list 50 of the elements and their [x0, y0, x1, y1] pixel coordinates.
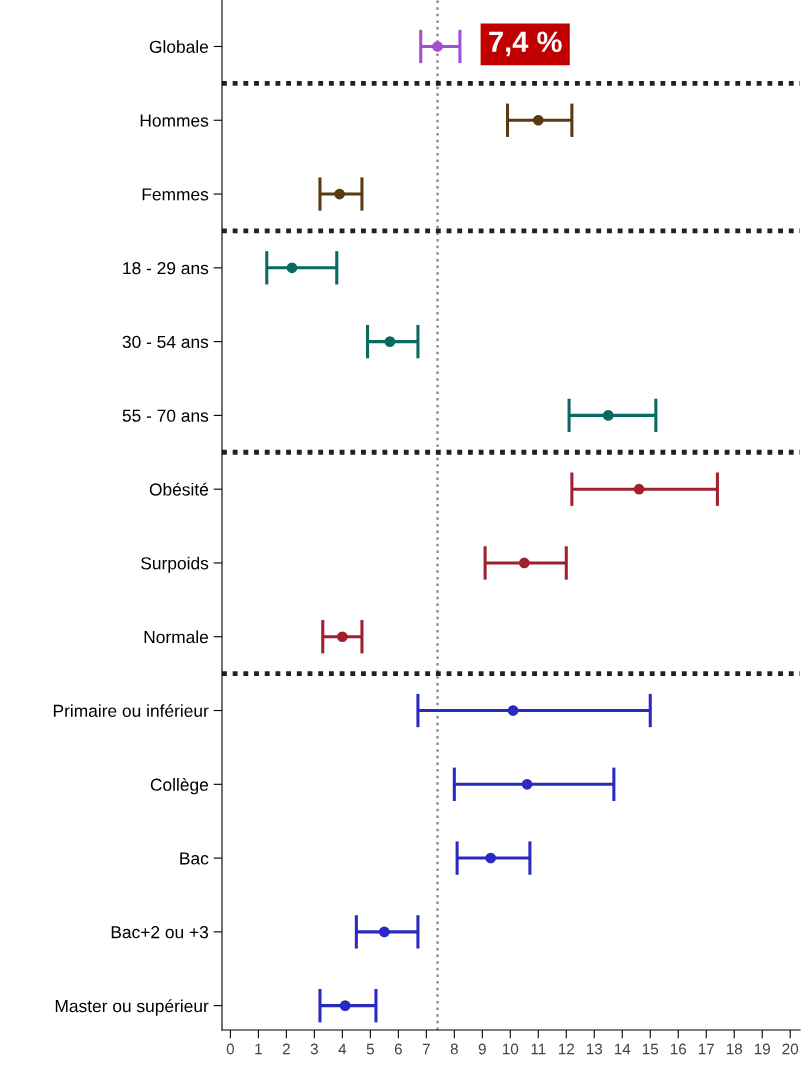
- x-tick-label: 10: [502, 1043, 519, 1055]
- ref-line-label: 7,4 %: [489, 31, 562, 57]
- x-tick-label: 6: [394, 1043, 402, 1055]
- x-tick-label: 1: [255, 1043, 262, 1055]
- x-tick-label: 13: [586, 1043, 603, 1055]
- y-tick-label: Collège: [150, 777, 209, 795]
- y-tick-label: 18 - 29 ans: [123, 262, 209, 275]
- x-tick-label: 0: [226, 1043, 235, 1055]
- x-tick-label: 11: [531, 1043, 546, 1055]
- point: [337, 631, 348, 643]
- point: [633, 483, 645, 495]
- x-tick-label: 7: [422, 1043, 430, 1055]
- x-tick-label: 5: [366, 1043, 374, 1055]
- x-tick-label: 19: [754, 1043, 770, 1055]
- x-tick-label: 9: [478, 1043, 486, 1055]
- x-tick-label: 3: [310, 1043, 318, 1055]
- y-tick-label: Surpoids: [141, 556, 209, 573]
- x-tick-label: 18: [726, 1043, 743, 1055]
- point: [286, 262, 298, 274]
- x-tick-label: 20: [782, 1043, 799, 1055]
- y-tick-label: Primaire ou inférieur: [53, 704, 209, 717]
- point: [334, 188, 345, 200]
- x-tick-label: 12: [558, 1043, 575, 1055]
- y-tick-label: Bac+2 ou +3: [111, 926, 209, 939]
- x-tick-label: 14: [614, 1043, 631, 1055]
- point: [521, 778, 533, 790]
- y-tick-label: Obésité: [149, 482, 209, 496]
- point: [339, 1000, 351, 1012]
- point: [507, 705, 519, 716]
- point: [518, 557, 530, 569]
- x-tick-label: 4: [338, 1043, 347, 1055]
- y-tick-label: Hommes: [140, 114, 209, 127]
- y-tick-label: Bac: [180, 852, 209, 865]
- point: [432, 41, 443, 52]
- point: [378, 926, 390, 938]
- point: [384, 336, 396, 347]
- y-tick-label: 30 - 54 ans: [122, 335, 209, 349]
- x-tick-label: 2: [282, 1043, 290, 1055]
- y-tick-label: Globale: [149, 40, 209, 53]
- y-tick-label: Femmes: [142, 188, 209, 201]
- y-tick-label: 55 - 70 ans: [122, 409, 209, 422]
- x-tick-label: 8: [450, 1043, 458, 1055]
- y-tick-label: Normale: [144, 630, 209, 644]
- x-tick-label: 17: [698, 1043, 714, 1055]
- y-tick-label: Master ou supérieur: [55, 999, 209, 1016]
- point: [485, 852, 497, 864]
- x-tick-label: 15: [642, 1043, 659, 1055]
- x-tick-label: 16: [670, 1043, 687, 1055]
- point: [532, 114, 544, 126]
- point: [602, 410, 614, 421]
